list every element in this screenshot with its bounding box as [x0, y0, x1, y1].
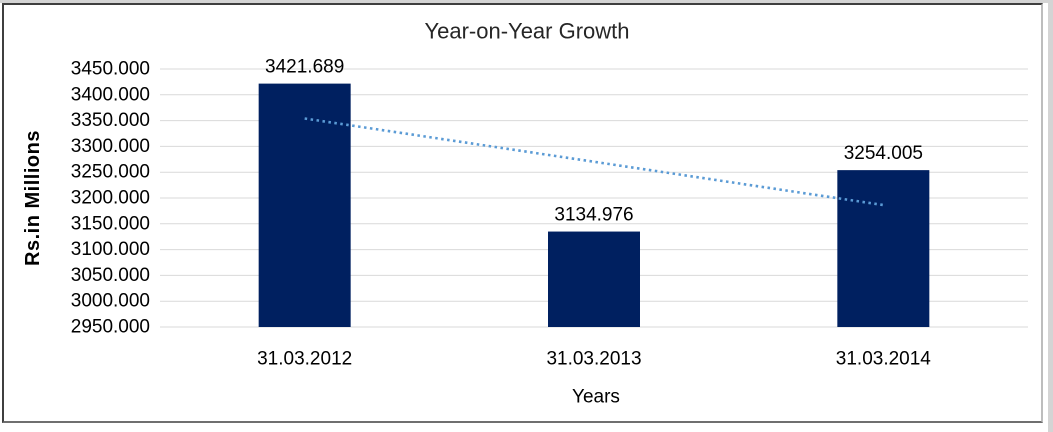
y-tick-label: 3250.000	[71, 162, 150, 183]
y-tick-label: 2950.000	[71, 317, 150, 338]
y-axis-title: Rs.in Millions	[22, 130, 44, 266]
y-axis-tick-labels-group: 3450.000 3400.000 3350.000 3300.000 3250.000…	[71, 59, 150, 338]
chart-title: Year-on-Year Growth	[424, 19, 629, 44]
data-labels-group: 3421.689 3134.976 3254.005	[265, 57, 923, 226]
trendline-group	[304, 117, 884, 207]
y-tick-label: 3400.000	[71, 84, 150, 105]
x-axis-tick-labels-group: 31.03.2012 31.03.2013 31.03.2014	[257, 349, 931, 370]
chart-frame: 3450.000 3400.000 3350.000 3300.000 3250.000…	[2, 3, 1043, 423]
bar-chart-canvas: 3450.000 3400.000 3350.000 3300.000 3250.000…	[22, 19, 1028, 408]
trendline	[304, 117, 884, 207]
y-tick-label: 3200.000	[71, 188, 150, 209]
y-tick-label: 3100.000	[71, 239, 150, 260]
bar	[548, 231, 640, 327]
y-tick-label: 3450.000	[71, 59, 150, 80]
page-edge-right	[1048, 0, 1053, 432]
x-axis-title: Years	[572, 387, 620, 408]
bar	[258, 83, 351, 327]
y-tick-label: 3000.000	[71, 291, 150, 312]
bar-value-label: 3134.976	[554, 205, 633, 226]
x-tick-label: 31.03.2014	[836, 349, 932, 370]
bar-value-label: 3421.689	[265, 57, 344, 78]
y-tick-label: 3150.000	[71, 213, 150, 234]
bar	[837, 170, 930, 327]
y-tick-label: 3350.000	[71, 110, 150, 131]
bar-value-label: 3254.005	[844, 143, 923, 164]
page-edge-top	[0, 0, 1053, 3]
x-tick-label: 31.03.2012	[257, 349, 352, 370]
y-tick-label: 3050.000	[71, 265, 150, 286]
y-tick-label: 3300.000	[71, 136, 150, 157]
x-tick-label: 31.03.2013	[546, 349, 641, 370]
